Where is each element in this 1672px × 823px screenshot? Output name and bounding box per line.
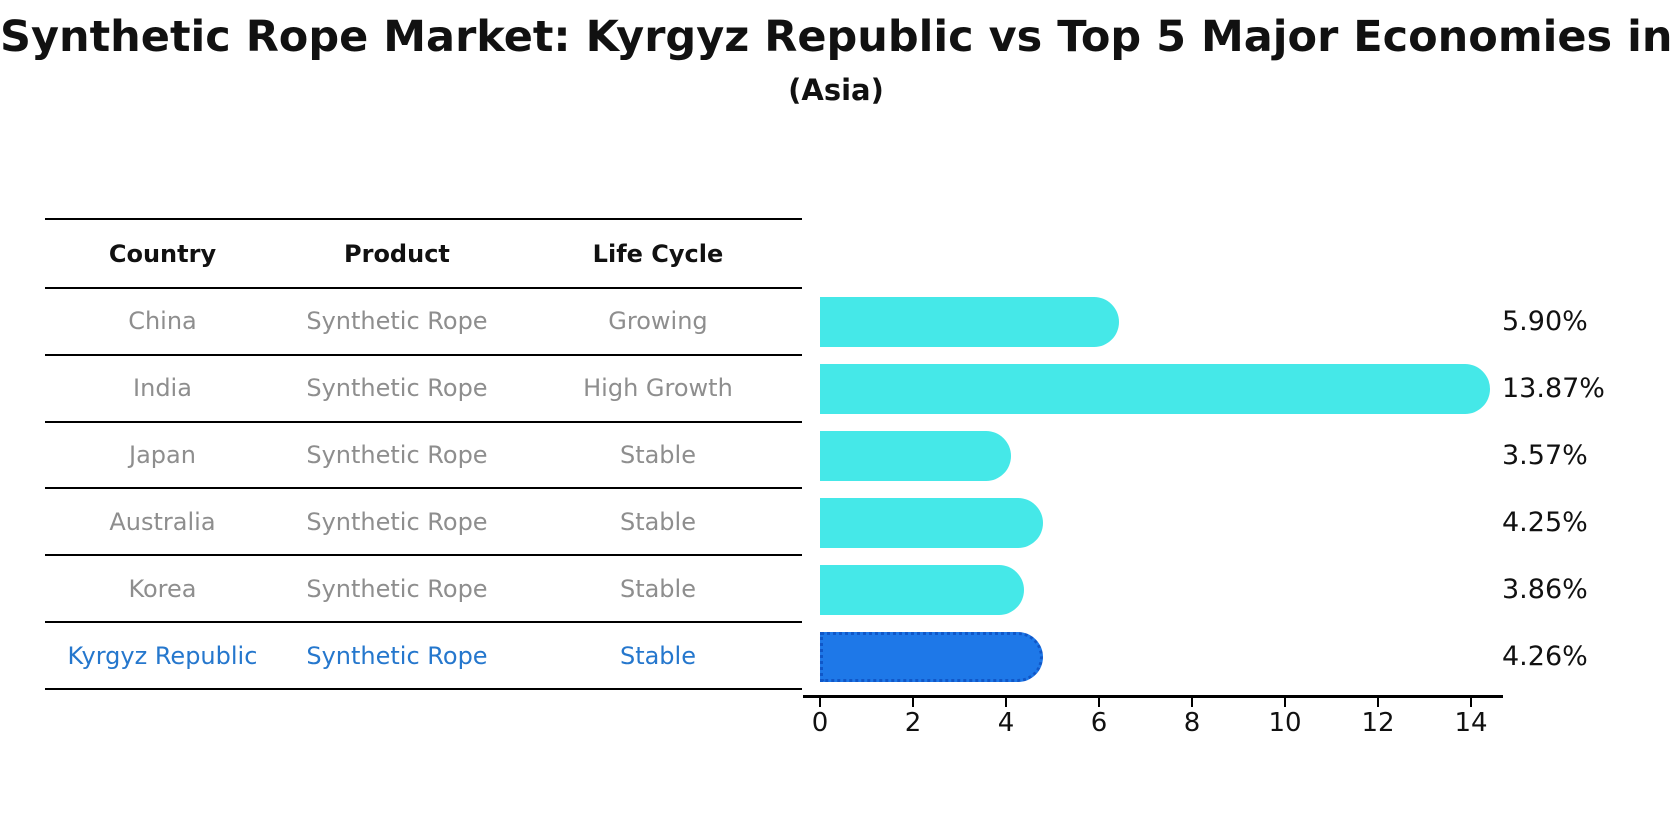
bar-china — [820, 297, 1120, 348]
table-header-row: Country Product Life Cycle — [45, 218, 802, 289]
table-header-life-cycle: Life Cycle — [592, 239, 724, 268]
x-tick-label-4: 4 — [997, 708, 1015, 738]
table-cell-life-cycle: Stable — [619, 574, 696, 603]
x-tick-8 — [1190, 697, 1194, 707]
table-row-kyrgyz-republic: Kyrgyz Republic Synthetic Rope Stable — [45, 623, 802, 690]
value-label-china: 5.90% — [1502, 306, 1588, 338]
x-tick-label-6: 6 — [1090, 708, 1108, 738]
table-cell-product: Synthetic Rope — [306, 507, 488, 536]
value-label-india: 13.87% — [1502, 373, 1605, 405]
bar-japan — [820, 431, 1011, 482]
bar-korea — [820, 564, 1025, 615]
chart-subtitle: (Asia) — [788, 73, 884, 107]
table-cell-country: Australia — [109, 507, 216, 536]
bar-australia — [820, 497, 1043, 548]
x-tick-label-2: 2 — [904, 708, 922, 738]
bar-kyrgyz-republic — [820, 631, 1044, 682]
value-label-australia: 4.25% — [1502, 506, 1588, 538]
x-axis-line — [803, 695, 1503, 698]
table-header-country: Country — [108, 239, 217, 268]
x-tick-12 — [1376, 697, 1380, 707]
table-cell-country: India — [133, 374, 192, 403]
table-cell-life-cycle: Stable — [619, 507, 696, 536]
x-tick-14 — [1469, 697, 1473, 707]
x-tick-label-10: 10 — [1268, 708, 1302, 738]
table-cell-product: Synthetic Rope — [306, 374, 488, 403]
x-tick-0 — [818, 697, 822, 707]
x-tick-4 — [1004, 697, 1008, 707]
bar-india — [820, 364, 1490, 415]
x-tick-10 — [1283, 697, 1287, 707]
data-table: Country Product Life Cycle China Syntheti… — [45, 218, 802, 690]
x-tick-2 — [911, 697, 915, 707]
table-cell-product: Synthetic Rope — [306, 574, 488, 603]
table-row-japan: Japan Synthetic Rope Stable — [45, 423, 802, 490]
value-label-korea: 3.86% — [1502, 573, 1588, 605]
table-cell-product: Synthetic Rope — [306, 307, 488, 336]
table-cell-life-cycle: Stable — [619, 441, 696, 470]
x-tick-label-8: 8 — [1183, 708, 1201, 738]
table-cell-product: Synthetic Rope — [306, 441, 488, 470]
table-cell-country: China — [128, 307, 197, 336]
value-label-kyrgyz-republic: 4.26% — [1502, 640, 1588, 672]
x-tick-label-14: 14 — [1454, 708, 1488, 738]
table-cell-product: Synthetic Rope — [306, 641, 488, 670]
table-cell-life-cycle: High Growth — [583, 374, 733, 403]
table-cell-country: Korea — [128, 574, 197, 603]
bar-chart-area: 0 2 4 6 8 10 12 14 — [803, 289, 1520, 738]
table-cell-life-cycle: Stable — [619, 641, 696, 670]
value-label-japan: 3.57% — [1502, 440, 1588, 472]
table-row-china: China Synthetic Rope Growing — [45, 289, 802, 356]
chart-title: Synthetic Rope Market: Kyrgyz Republic v… — [0, 12, 1672, 62]
table-row-australia: Australia Synthetic Rope Stable — [45, 489, 802, 557]
x-tick-label-12: 12 — [1361, 708, 1395, 738]
table-cell-life-cycle: Growing — [608, 307, 708, 336]
table-row-korea: Korea Synthetic Rope Stable — [45, 556, 802, 624]
table-header-product: Product — [344, 239, 450, 268]
x-tick-6 — [1097, 697, 1101, 707]
x-tick-label-0: 0 — [811, 708, 829, 738]
table-cell-country: Kyrgyz Republic — [67, 641, 258, 670]
table-row-india: India Synthetic Rope High Growth — [45, 356, 802, 423]
table-body: China Synthetic Rope Growing India Synthetic… — [45, 289, 802, 690]
table-cell-country: Japan — [129, 441, 196, 470]
